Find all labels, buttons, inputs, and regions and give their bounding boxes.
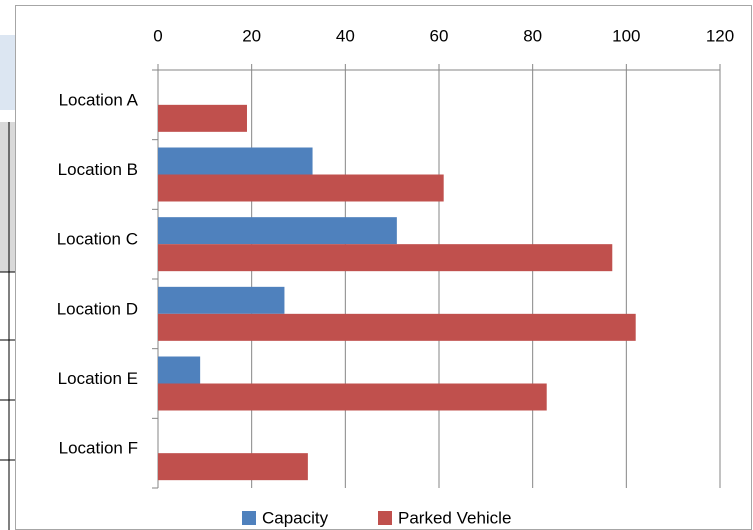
bar xyxy=(158,383,547,411)
bar xyxy=(158,244,613,272)
legend-swatch xyxy=(378,511,392,525)
legend-swatch xyxy=(242,511,256,525)
x-tick-label: 0 xyxy=(153,26,162,45)
y-tick-label: Location B xyxy=(58,160,138,179)
y-tick-label: Location E xyxy=(58,369,138,388)
bar xyxy=(158,286,285,314)
bar xyxy=(158,147,313,175)
bar xyxy=(158,453,308,481)
y-tick-label: Location F xyxy=(59,439,138,458)
x-tick-label: 20 xyxy=(242,26,261,45)
x-tick-label: 120 xyxy=(706,26,734,45)
side-band xyxy=(0,35,15,110)
bar xyxy=(158,313,636,341)
x-tick-label: 80 xyxy=(523,26,542,45)
bar xyxy=(158,174,444,202)
bar xyxy=(158,356,201,384)
y-tick-label: Location C xyxy=(57,230,138,249)
legend-label: Capacity xyxy=(262,508,329,527)
legend-label: Parked Vehicle xyxy=(398,508,511,527)
bar xyxy=(158,104,247,132)
y-tick-label: Location D xyxy=(57,299,138,318)
x-tick-label: 60 xyxy=(430,26,449,45)
y-tick-label: Location A xyxy=(59,90,139,109)
x-tick-label: 40 xyxy=(336,26,355,45)
bar xyxy=(158,217,397,245)
side-cell xyxy=(0,122,15,272)
x-tick-label: 100 xyxy=(612,26,640,45)
